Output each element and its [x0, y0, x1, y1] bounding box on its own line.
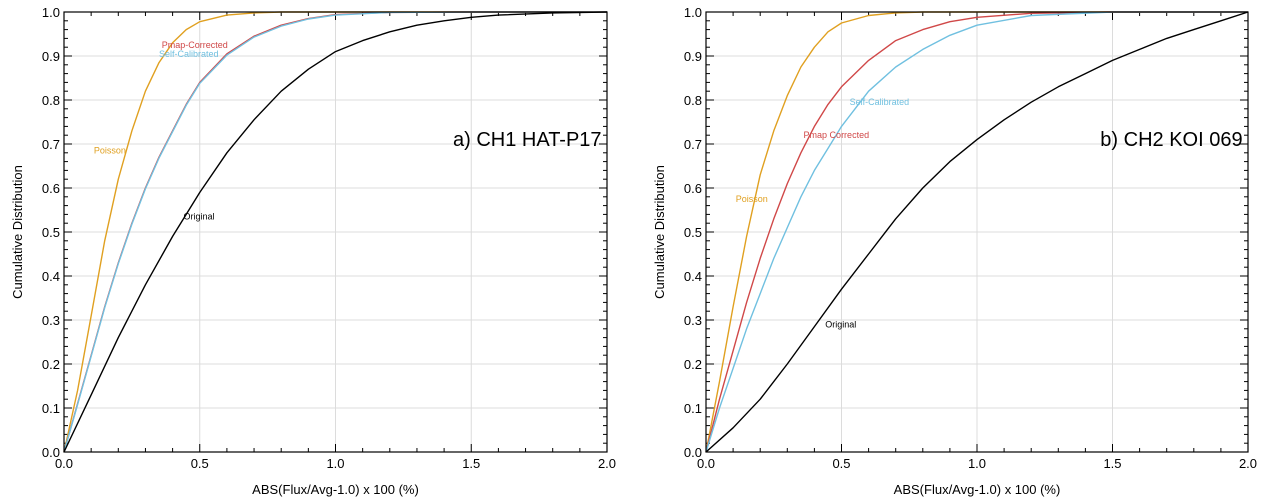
y-tick-label: 0.2	[42, 357, 60, 372]
series-label: Pmap-Corrected	[162, 40, 228, 50]
y-tick-label: 0.1	[684, 401, 702, 416]
y-tick-label: 0.5	[684, 225, 702, 240]
series-label: Pmap Corrected	[804, 130, 870, 140]
series-line-self-calibrated	[63, 11, 607, 453]
y-tick-label: 1.0	[42, 5, 60, 20]
y-tick-label: 0.4	[684, 269, 702, 284]
x-tick-label: 1.0	[968, 456, 986, 471]
y-tick-label: 0.9	[684, 49, 702, 64]
series-label: Self-Calibrated	[159, 49, 219, 59]
y-tick-label: 0.7	[42, 137, 60, 152]
x-tick-label: 1.0	[326, 456, 344, 471]
y-tick-label: 0.2	[684, 357, 702, 372]
y-tick-label: 0.8	[684, 93, 702, 108]
y-axis-label: Cumulative Distribution	[652, 165, 667, 299]
series-label: Original	[825, 319, 856, 329]
y-tick-label: 1.0	[684, 5, 702, 20]
x-tick-label: 1.5	[462, 456, 480, 471]
y-tick-label: 0.7	[684, 137, 702, 152]
y-tick-label: 0.8	[42, 93, 60, 108]
plot-frame	[705, 11, 1249, 453]
series-label: Self-Calibrated	[850, 97, 910, 107]
x-tick-label: 0.5	[191, 456, 209, 471]
y-tick-label: 0.1	[42, 401, 60, 416]
x-tick-label: 0.0	[55, 456, 73, 471]
x-tick-label: 0.0	[697, 456, 715, 471]
y-tick-label: 0.0	[684, 445, 702, 460]
series-label: Poisson	[94, 146, 126, 156]
x-tick-label: 2.0	[598, 456, 616, 471]
series-line-original	[63, 11, 608, 453]
series-line-original	[705, 11, 1249, 453]
x-tick-label: 2.0	[1239, 456, 1257, 471]
series-label: Poisson	[736, 194, 768, 204]
y-tick-label: 0.4	[42, 269, 60, 284]
plot-frame	[63, 11, 608, 453]
series-label: Original	[183, 212, 214, 222]
x-axis-label: ABS(Flux/Avg-1.0) x 100 (%)	[894, 482, 1061, 497]
panel-label: b) CH2 KOI 069	[1100, 129, 1242, 151]
y-tick-label: 0.9	[42, 49, 60, 64]
y-tick-label: 0.3	[42, 313, 60, 328]
chart-panel-b: Poisson Pmap Corrected Self-Calibrated Orig…	[652, 5, 1257, 497]
panel-label: a) CH1 HAT-P17	[453, 129, 602, 151]
y-tick-label: 0.0	[42, 445, 60, 460]
y-tick-label: 0.6	[42, 181, 60, 196]
series-line-self-calibrated	[705, 11, 1248, 453]
series-line-pmap-corrected	[705, 11, 1248, 453]
y-axis-label: Cumulative Distribution	[10, 165, 25, 299]
x-axis-label: ABS(Flux/Avg-1.0) x 100 (%)	[252, 482, 419, 497]
x-tick-label: 1.5	[1103, 456, 1121, 471]
y-tick-label: 0.6	[684, 181, 702, 196]
y-tick-label: 0.3	[684, 313, 702, 328]
y-tick-label: 0.5	[42, 225, 60, 240]
x-tick-label: 0.5	[832, 456, 850, 471]
